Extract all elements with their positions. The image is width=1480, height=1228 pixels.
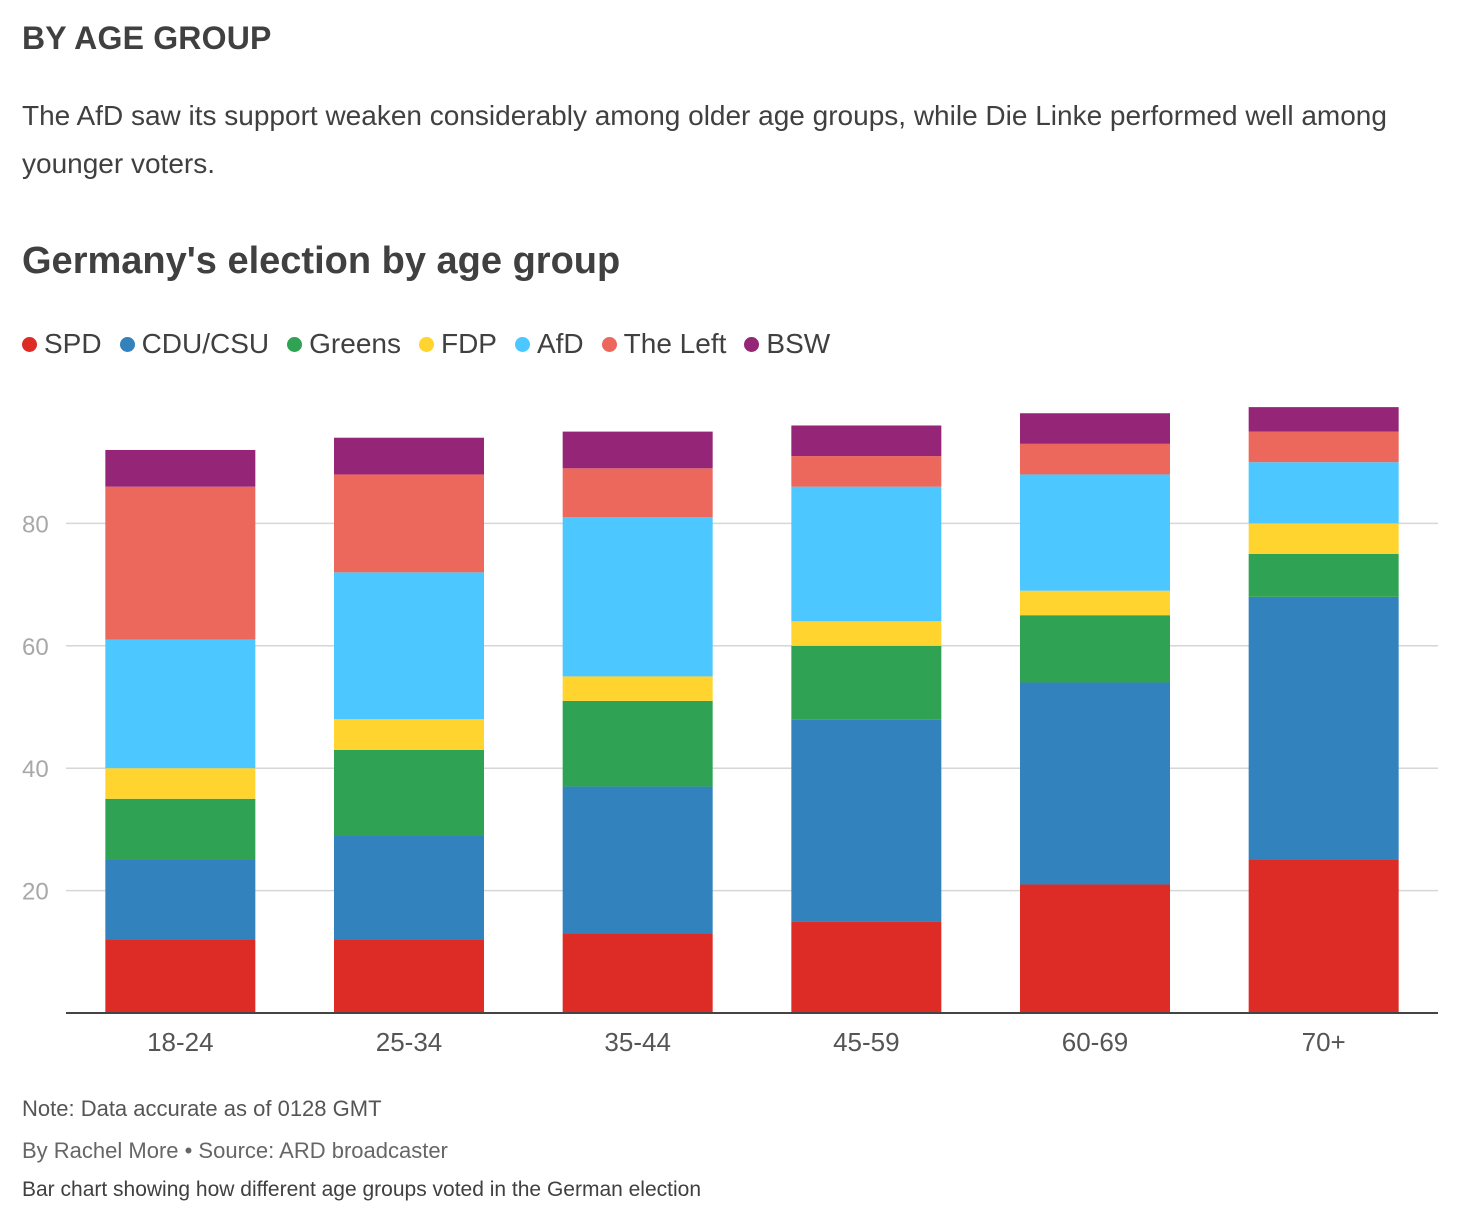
x-tick-label: 45-59: [833, 1027, 900, 1057]
bar-segment-fdp-70-: [1248, 523, 1399, 554]
legend-label: The Left: [623, 328, 727, 359]
bar-segment-afd-60-69: [1020, 474, 1170, 591]
bar-segment-bsw-35-44: [562, 431, 713, 469]
bar-segment-spd-25-34: [334, 939, 484, 1013]
bar-segment-afd-35-44: [562, 517, 713, 677]
x-tick-label: 60-69: [1062, 1027, 1129, 1057]
bar-segment-spd-60-69: [1020, 884, 1170, 1013]
legend-item-afd: AfD: [514, 328, 584, 360]
y-tick-label: 60: [22, 634, 49, 661]
legend-item-bsw: BSW: [744, 328, 830, 360]
bar-segment-bsw-25-34: [334, 437, 484, 475]
x-tick-label: 18-24: [147, 1027, 214, 1057]
bar-segment-afd-45-59: [791, 486, 942, 622]
bar-segment-fdp-35-44: [562, 676, 713, 701]
stacked-bar-chart: 20 40 60 80 18-24 25-34 35-44 45-59 60-69 70+: [22, 407, 1438, 1057]
legend-swatch: [119, 336, 135, 352]
bar-segment-bsw-60-69: [1020, 413, 1170, 444]
intro-paragraph: The AfD saw its support weaken considera…: [22, 100, 1387, 179]
legend-item-fdp: FDP: [418, 328, 497, 360]
bar-segment-spd-35-44: [562, 933, 713, 1013]
bar-segment-afd-70-: [1248, 462, 1399, 524]
legend-label: FDP: [440, 328, 497, 359]
bar-segment-cdu-csu-18-24: [105, 860, 256, 940]
bar-segment-the-left-45-59: [791, 456, 942, 487]
bar-segment-greens-25-34: [334, 749, 484, 836]
bar-segment-the-left-35-44: [562, 468, 713, 518]
bar-segment-bsw-45-59: [791, 425, 942, 457]
legend-item-the-left: The Left: [601, 328, 727, 360]
bar-segment-greens-18-24: [105, 798, 256, 860]
legend-swatch: [418, 336, 434, 352]
x-tick-label: 25-34: [376, 1027, 443, 1057]
footer-note: Note: Data accurate as of 0128 GMT: [22, 1096, 382, 1121]
bar-segment-the-left-25-34: [334, 474, 484, 573]
bar-segment-cdu-csu-45-59: [791, 719, 942, 922]
legend-label: CDU/CSU: [141, 328, 270, 359]
y-tick-label: 40: [22, 756, 49, 783]
legend-swatch: [601, 336, 617, 352]
bar-segment-the-left-18-24: [105, 486, 256, 640]
footer-alt-text: Bar chart showing how different age grou…: [22, 1178, 702, 1201]
legend-item-greens: Greens: [287, 328, 401, 360]
legend-swatch: [744, 336, 760, 352]
bar-segment-cdu-csu-35-44: [562, 786, 713, 934]
legend-item-spd: SPD: [22, 328, 102, 360]
legend-label: BSW: [766, 328, 831, 359]
bar-segment-greens-70-: [1248, 554, 1399, 597]
legend-label: SPD: [44, 328, 102, 359]
bar-segment-the-left-60-69: [1020, 443, 1170, 475]
x-tick-label: 70+: [1302, 1027, 1346, 1057]
bar-segment-greens-60-69: [1020, 615, 1170, 683]
legend-swatch: [22, 336, 37, 352]
bar-segment-spd-45-59: [791, 921, 942, 1013]
y-tick-label: 20: [22, 879, 49, 906]
bar-segment-the-left-70-: [1248, 431, 1399, 463]
bar-segment-bsw-70-: [1248, 407, 1399, 432]
footer-credit: By Rachel More • Source: ARD broadcaster: [22, 1138, 448, 1163]
bar-segment-fdp-18-24: [105, 768, 256, 799]
bar-segment-spd-70-: [1248, 860, 1399, 1013]
section-heading: BY AGE GROUP: [22, 20, 272, 56]
bar-segment-afd-25-34: [334, 572, 484, 720]
bar-segment-afd-18-24: [105, 639, 256, 769]
bar-segment-cdu-csu-60-69: [1020, 682, 1170, 885]
bar-segment-bsw-18-24: [105, 449, 256, 487]
legend-label: Greens: [309, 328, 401, 359]
bar-segment-cdu-csu-25-34: [334, 835, 484, 940]
bar-segment-spd-18-24: [105, 939, 256, 1013]
x-tick-label: 35-44: [604, 1027, 671, 1057]
legend-swatch: [514, 336, 530, 352]
bar-segment-fdp-25-34: [334, 719, 484, 750]
bar-segment-fdp-60-69: [1020, 590, 1170, 616]
bar-segment-fdp-45-59: [791, 621, 942, 646]
bar-segment-greens-45-59: [791, 645, 942, 720]
bar-segment-greens-35-44: [562, 700, 713, 787]
chart-title: Germany's election by age group: [22, 240, 621, 282]
legend-label: AfD: [536, 328, 584, 359]
legend-swatch: [287, 336, 303, 352]
y-tick-label: 80: [22, 511, 49, 538]
chart-legend: SPD CDU/CSU Greens FDP AfD The Left BSW: [22, 324, 848, 364]
legend-item-cdu-csu: CDU/CSU: [119, 328, 270, 360]
bar-segment-cdu-csu-70-: [1248, 596, 1399, 860]
